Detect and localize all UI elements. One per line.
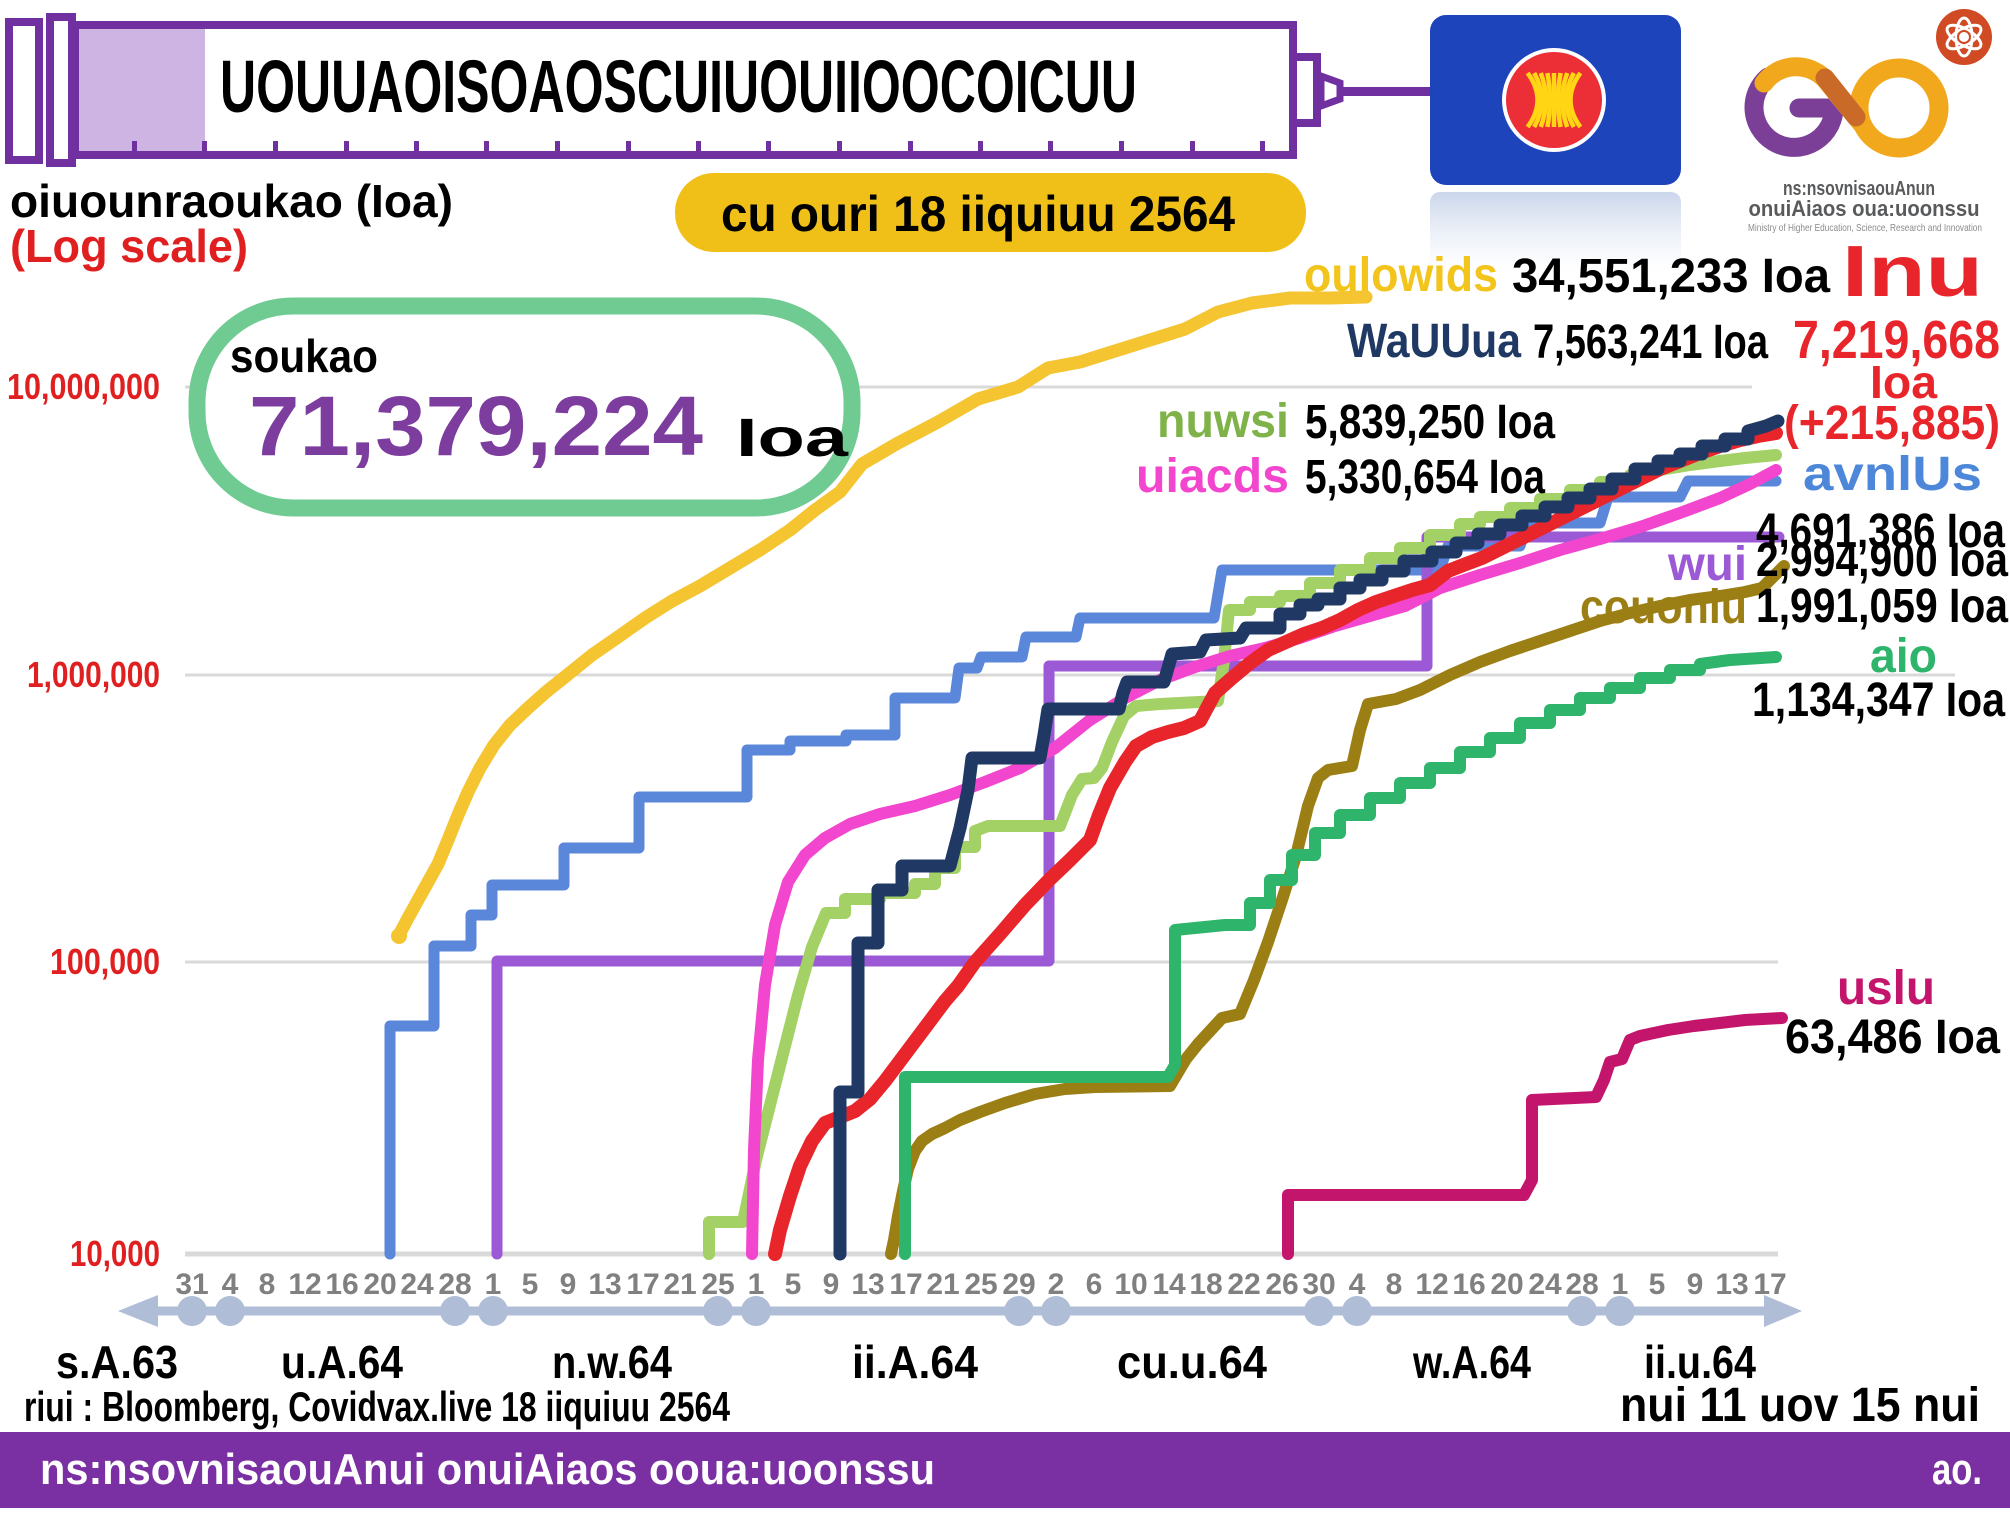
svg-text:10,000: 10,000	[70, 1233, 160, 1274]
svg-text:13: 13	[1715, 1268, 1748, 1301]
svg-text:100,000: 100,000	[50, 941, 160, 982]
svg-text:ii.u.64: ii.u.64	[1644, 1336, 1756, 1388]
svg-text:aio: aio	[1870, 630, 1937, 683]
svg-text:13: 13	[851, 1268, 884, 1301]
svg-text:29: 29	[1002, 1268, 1035, 1301]
svg-text:u.A.64: u.A.64	[281, 1336, 403, 1388]
svg-text:w.A.64: w.A.64	[1412, 1336, 1531, 1388]
svg-text:s.A.63: s.A.63	[56, 1336, 178, 1388]
svg-text:25: 25	[964, 1268, 997, 1301]
svg-text:1,000,000: 1,000,000	[27, 654, 160, 695]
svg-text:cu.u.64: cu.u.64	[1117, 1336, 1267, 1388]
svg-text:n.w.64: n.w.64	[552, 1336, 672, 1388]
svg-text:28: 28	[1565, 1268, 1598, 1301]
svg-text:4,691,386 Ioa: 4,691,386 Ioa	[1756, 505, 2005, 558]
svg-text:Ministry of Higher Education,: Ministry of Higher Education, Science, R…	[1748, 222, 1982, 234]
svg-text:17: 17	[889, 1268, 922, 1301]
svg-text:onuiAiaos oua:uoonssu: onuiAiaos oua:uoonssu	[1749, 196, 1980, 221]
svg-text:12: 12	[288, 1268, 321, 1301]
svg-text:avnlUs: avnlUs	[1803, 448, 1982, 501]
svg-text:Inu: Inu	[1842, 232, 1983, 312]
svg-text:Ioa: Ioa	[1870, 356, 1937, 408]
svg-text:18: 18	[1189, 1268, 1222, 1301]
svg-text:Ioa: Ioa	[736, 408, 849, 468]
svg-text:16: 16	[1452, 1268, 1485, 1301]
svg-text:17: 17	[626, 1268, 659, 1301]
svg-text:71,379,224: 71,379,224	[249, 379, 703, 473]
svg-text:oiuounraoukao (Ioa): oiuounraoukao (Ioa)	[10, 175, 453, 227]
svg-text:20: 20	[363, 1268, 396, 1301]
svg-text:10,000,000: 10,000,000	[7, 366, 160, 407]
svg-text:7,219,668: 7,219,668	[1793, 310, 2000, 370]
svg-text:ns:nsovnisaouAnun: ns:nsovnisaouAnun	[1783, 178, 1935, 200]
svg-text:28: 28	[438, 1268, 471, 1301]
svg-text:24: 24	[1528, 1268, 1562, 1301]
svg-text:26: 26	[1265, 1268, 1298, 1301]
svg-text:uslu: uslu	[1837, 962, 1935, 1015]
svg-text:5: 5	[785, 1268, 802, 1301]
svg-text:9: 9	[1687, 1268, 1704, 1301]
svg-text:nuwsi: nuwsi	[1157, 395, 1289, 448]
svg-text:soukao: soukao	[230, 330, 378, 382]
svg-text:30: 30	[1302, 1268, 1335, 1301]
svg-text:ii.A.64: ii.A.64	[852, 1336, 978, 1388]
svg-text:nui 11 uov 15 nui: nui 11 uov 15 nui	[1620, 1379, 1980, 1432]
svg-text:31: 31	[175, 1268, 208, 1301]
svg-text:9: 9	[560, 1268, 577, 1301]
svg-text:2: 2	[1048, 1268, 1065, 1301]
svg-text:1: 1	[485, 1268, 502, 1301]
svg-text:4: 4	[1349, 1268, 1366, 1301]
svg-text:21: 21	[926, 1268, 959, 1301]
svg-text:5,839,250 Ioa: 5,839,250 Ioa	[1305, 396, 1555, 449]
svg-text:ao.: ao.	[1932, 1445, 1982, 1494]
svg-text:63,486 Ioa: 63,486 Ioa	[1785, 1011, 2000, 1064]
svg-text:6: 6	[1086, 1268, 1103, 1301]
svg-text:21: 21	[663, 1268, 696, 1301]
svg-text:(+215,885): (+215,885)	[1784, 397, 2000, 450]
svg-text:12: 12	[1415, 1268, 1448, 1301]
svg-text:oulowids: oulowids	[1304, 249, 1498, 302]
svg-text:13: 13	[588, 1268, 621, 1301]
svg-text:couoniu: couoniu	[1580, 581, 1747, 634]
svg-text:24: 24	[400, 1268, 434, 1301]
svg-text:1,134,347 Ioa: 1,134,347 Ioa	[1752, 674, 2005, 727]
svg-text:uiacds: uiacds	[1136, 450, 1289, 503]
svg-text:20: 20	[1490, 1268, 1523, 1301]
svg-text:16: 16	[325, 1268, 358, 1301]
svg-text:5: 5	[522, 1268, 539, 1301]
svg-text:WaUUua: WaUUua	[1347, 315, 1521, 368]
svg-text:1: 1	[1612, 1268, 1629, 1301]
svg-text:17: 17	[1753, 1268, 1786, 1301]
svg-text:5: 5	[1649, 1268, 1666, 1301]
svg-text:8: 8	[1386, 1268, 1403, 1301]
svg-text:ns:nsovnisaouAnui onuiAiaos oo: ns:nsovnisaouAnui onuiAiaos ooua:uoonssu	[40, 1445, 935, 1494]
svg-text:25: 25	[701, 1268, 734, 1301]
svg-text:1,991,059 Ioa: 1,991,059 Ioa	[1756, 580, 2008, 633]
svg-text:34,551,233 Ioa: 34,551,233 Ioa	[1512, 250, 1830, 303]
svg-text:5,330,654 Ioa: 5,330,654 Ioa	[1305, 451, 1545, 504]
svg-text:10: 10	[1114, 1268, 1147, 1301]
svg-text:14: 14	[1152, 1268, 1186, 1301]
svg-text:wui: wui	[1667, 538, 1747, 591]
svg-text:8: 8	[259, 1268, 276, 1301]
svg-text:riui : Bloomberg, Covidvax.liv: riui : Bloomberg, Covidvax.live 18 iiqui…	[24, 1383, 730, 1430]
svg-text:7,563,241 Ioa: 7,563,241 Ioa	[1533, 316, 1768, 369]
svg-text:4: 4	[222, 1268, 239, 1301]
svg-text:9: 9	[823, 1268, 840, 1301]
svg-text:UOUUAOISOAOSCUIUOUIIOOCOICUU: UOUUAOISOAOSCUIUOUIIOOCOICUU	[220, 45, 1137, 128]
svg-text:1: 1	[748, 1268, 765, 1301]
svg-text:2,994,900 Ioa: 2,994,900 Ioa	[1756, 534, 2008, 587]
svg-text:22: 22	[1227, 1268, 1260, 1301]
svg-text:cu ouri 18 iiquiuu 2564: cu ouri 18 iiquiuu 2564	[721, 186, 1235, 242]
svg-text:(Log scale): (Log scale)	[10, 220, 248, 272]
